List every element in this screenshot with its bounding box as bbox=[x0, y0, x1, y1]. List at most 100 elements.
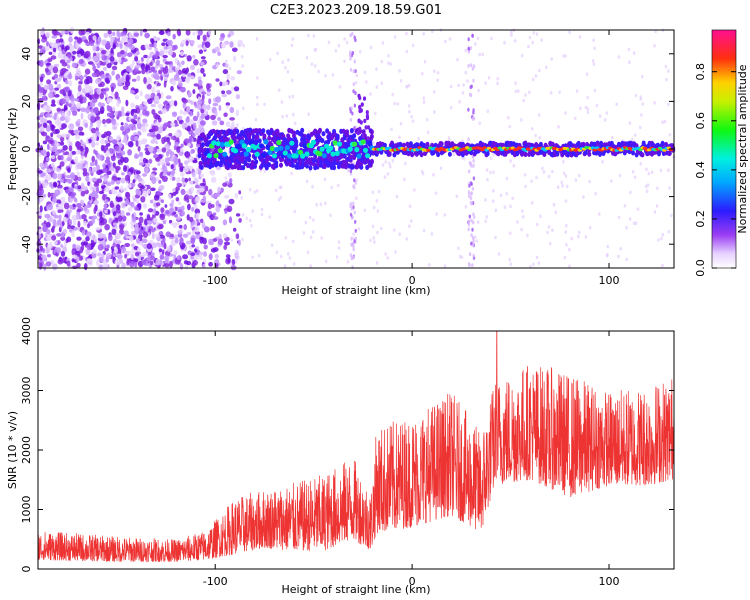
noise-cell bbox=[160, 91, 164, 99]
speckle-cell bbox=[527, 44, 530, 49]
noise-cell bbox=[201, 221, 205, 229]
speckle-cell bbox=[375, 67, 378, 71]
speckle-cell bbox=[263, 169, 267, 174]
noise-cell bbox=[76, 236, 82, 241]
spike-cell bbox=[358, 95, 362, 101]
artifact-cell bbox=[468, 252, 472, 257]
speckle-cell bbox=[436, 71, 440, 75]
noise-cell bbox=[39, 126, 45, 132]
noise-cell bbox=[51, 235, 57, 241]
noise-cell bbox=[61, 133, 67, 138]
noise-cell bbox=[171, 80, 177, 86]
noise-cell bbox=[139, 30, 143, 37]
noise-cell bbox=[233, 227, 237, 232]
artifact-cell bbox=[471, 263, 474, 268]
speckle-cell bbox=[474, 42, 477, 46]
signal-halo-cell bbox=[361, 129, 366, 135]
noise-cell bbox=[111, 118, 117, 126]
noise-cell bbox=[44, 67, 49, 73]
colorbar-ticks: 0.00.20.40.60.8 bbox=[694, 63, 736, 277]
artifact-cell bbox=[354, 91, 357, 96]
noise-cell bbox=[192, 122, 197, 130]
noise-cell bbox=[102, 167, 108, 173]
noise-cell bbox=[108, 234, 113, 242]
noise-cell bbox=[130, 102, 135, 109]
speckle-cell bbox=[388, 161, 391, 166]
speckle-cell bbox=[387, 61, 390, 65]
noise-cell bbox=[80, 107, 86, 113]
noise-cell bbox=[229, 106, 235, 114]
speckle-cell bbox=[393, 101, 397, 106]
noise-cell bbox=[111, 228, 117, 236]
noise-cell bbox=[159, 158, 165, 165]
speckle-cell bbox=[395, 194, 399, 199]
noise-cell bbox=[174, 238, 179, 244]
noise-cell bbox=[200, 113, 205, 120]
noise-cell bbox=[84, 84, 90, 89]
noise-cell bbox=[102, 240, 107, 247]
artifact-cell bbox=[352, 69, 355, 74]
artifact-cell bbox=[469, 46, 473, 51]
noise-cell bbox=[221, 93, 227, 98]
noise-cell bbox=[153, 41, 157, 49]
signal-core-cell bbox=[206, 153, 213, 159]
signal-core-cell bbox=[300, 153, 306, 159]
noise-cell bbox=[238, 239, 241, 246]
noise-cell bbox=[133, 32, 139, 37]
noise-cell bbox=[78, 58, 84, 65]
noise-cell bbox=[50, 103, 56, 107]
noise-cell bbox=[178, 224, 183, 229]
noise-cell bbox=[200, 230, 204, 237]
noise-cell bbox=[172, 33, 176, 40]
noise-cell bbox=[43, 84, 49, 91]
noise-cell bbox=[180, 143, 184, 148]
speckle-cell bbox=[540, 38, 543, 42]
noise-cell bbox=[151, 228, 155, 233]
noise-cell bbox=[67, 54, 71, 58]
noise-cell bbox=[123, 135, 128, 142]
noise-cell bbox=[64, 86, 70, 92]
signal-halo-cell bbox=[262, 133, 267, 139]
speckle-cell bbox=[623, 204, 627, 208]
speckle-cell bbox=[248, 218, 252, 223]
signal-core-cell bbox=[228, 139, 234, 145]
artifact-cell bbox=[469, 93, 473, 98]
noise-cell bbox=[182, 233, 189, 238]
noise-cell bbox=[85, 164, 88, 169]
noise-cell bbox=[192, 54, 196, 59]
noise-cell bbox=[182, 73, 186, 78]
speckle-cell bbox=[398, 69, 401, 73]
speckle-cell bbox=[526, 233, 529, 238]
speckle-cell bbox=[639, 95, 643, 99]
speckle-cell bbox=[578, 173, 581, 178]
noise-cell bbox=[111, 187, 115, 194]
spectrogram-y-tick-label: 0 bbox=[20, 146, 33, 153]
noise-cell bbox=[218, 233, 222, 241]
spike-cell bbox=[365, 113, 369, 119]
signal-core-cell bbox=[211, 140, 217, 146]
speckle-cell bbox=[667, 102, 670, 107]
noise-cell bbox=[42, 35, 47, 40]
noise-cell bbox=[166, 171, 172, 176]
noise-cell bbox=[169, 60, 173, 65]
noise-cell bbox=[196, 212, 200, 220]
noise-cell bbox=[144, 167, 150, 174]
speckle-cell bbox=[444, 39, 447, 44]
speckle-cell bbox=[431, 29, 434, 34]
noise-cell bbox=[125, 43, 132, 48]
noise-cell bbox=[48, 64, 54, 71]
noise-cell bbox=[115, 166, 119, 174]
noise-cell bbox=[186, 72, 192, 77]
noise-cell bbox=[208, 261, 214, 267]
noise-cell bbox=[57, 209, 62, 213]
noise-cell bbox=[118, 56, 122, 64]
colorbar-tick-label: 0.2 bbox=[694, 210, 707, 228]
speckle-cell bbox=[528, 35, 532, 40]
noise-cell bbox=[227, 172, 232, 178]
noise-cell bbox=[136, 122, 142, 130]
speckle-cell bbox=[279, 254, 283, 259]
noise-cell bbox=[54, 94, 60, 98]
noise-cell bbox=[65, 96, 70, 103]
noise-cell bbox=[112, 125, 118, 131]
signal-core-cell bbox=[276, 140, 282, 146]
